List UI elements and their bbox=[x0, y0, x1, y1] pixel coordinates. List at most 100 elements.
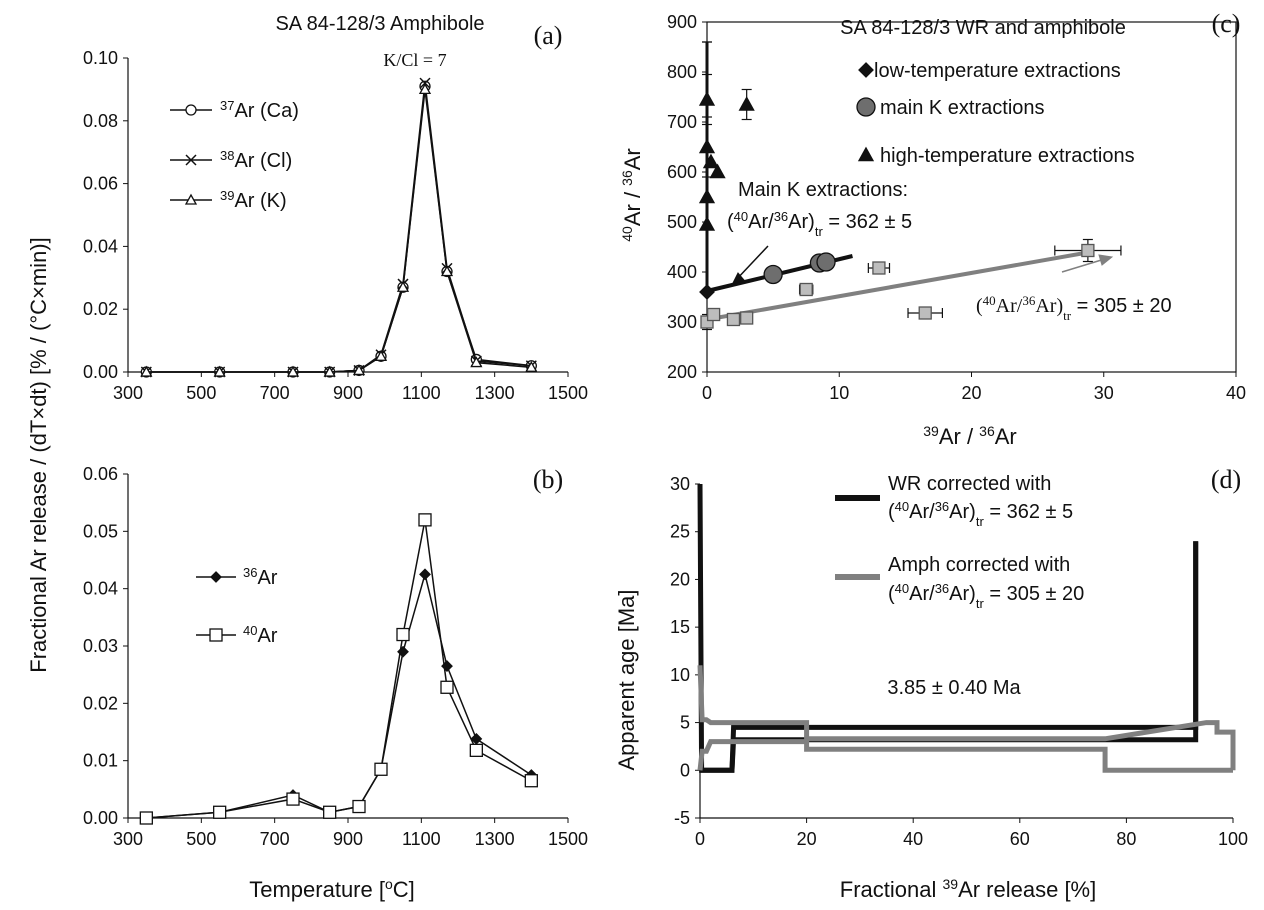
legend-marker-diamond bbox=[858, 62, 874, 78]
panel-a-label: (a) bbox=[534, 21, 563, 50]
series-line-circle bbox=[146, 86, 532, 373]
data-point-square bbox=[440, 680, 454, 694]
legend-label: 40Ar bbox=[243, 623, 278, 648]
fit-line-2 bbox=[706, 250, 1091, 322]
panel-c-legend: low-temperature extractions main K extrac… bbox=[856, 60, 1135, 167]
panel-c-xlabel: 39Ar / 36Ar bbox=[923, 423, 1017, 449]
x-tick-label: 300 bbox=[113, 383, 143, 403]
y-tick-label: 0.06 bbox=[83, 464, 118, 484]
data-point-square bbox=[213, 805, 227, 819]
panel-c: SA 84-128/3 WR and amphibole (c) 0 10 20 30… bbox=[619, 9, 1246, 449]
data-point-square bbox=[799, 282, 813, 297]
legend-amph-line2: (40Ar/36Ar)tr = 305 ± 20 bbox=[888, 581, 1084, 611]
x-tick-label: 20 bbox=[961, 383, 981, 403]
x-tick-label: 30 bbox=[1094, 383, 1114, 403]
y-tick-label: 0 bbox=[680, 760, 690, 780]
y-tick-label: 20 bbox=[670, 569, 690, 589]
data-point-triangle bbox=[440, 265, 454, 277]
x-tick-label: 500 bbox=[186, 829, 216, 849]
cross-stroke bbox=[185, 154, 197, 166]
legend-label: low-temperature extractions bbox=[874, 60, 1121, 82]
amph-age-upper bbox=[697, 665, 1236, 771]
panel-b-plot bbox=[139, 513, 538, 825]
panel-a: SA 84-128/3 Amphibole (a) K/Cl = 7 300 50… bbox=[83, 13, 588, 403]
x-tick-label: 900 bbox=[333, 383, 363, 403]
panel-a-plot bbox=[140, 77, 538, 378]
data-point-triangle bbox=[698, 188, 716, 204]
y-tick-label: 0.03 bbox=[83, 636, 118, 656]
legend-marker-triangle bbox=[184, 193, 198, 205]
data-point-square bbox=[374, 762, 388, 776]
data-point-triangle bbox=[738, 96, 755, 111]
y-tick-label: 0.05 bbox=[83, 521, 118, 541]
arrow-head-fit2 bbox=[1098, 254, 1114, 266]
legend-label: 39Ar (K) bbox=[220, 188, 287, 213]
y-tick-label: 400 bbox=[667, 262, 697, 282]
data-point-diamond bbox=[419, 568, 431, 581]
data-point-square bbox=[524, 774, 538, 788]
data-point-square bbox=[726, 312, 741, 327]
data-point-triangle bbox=[140, 365, 153, 377]
legend-marker-diamond bbox=[210, 571, 222, 583]
panel-b-label: (b) bbox=[533, 465, 563, 494]
legend-marker-circle bbox=[856, 97, 876, 117]
panel-b: (b) 300 500 700 900 1100 1300 1500 0.00 0.01 0.02… bbox=[83, 464, 588, 902]
data-point-triangle bbox=[418, 83, 432, 95]
panel-c-axes: 0 10 20 30 40 200 300 400 500 600 700 800 900 bbox=[667, 12, 1246, 403]
panel-d-xlabel: Fractional 39Ar release [%] bbox=[840, 876, 1096, 902]
y-tick-label: 700 bbox=[667, 112, 697, 132]
data-point-triangle bbox=[702, 153, 720, 169]
x-tick-label: 40 bbox=[903, 829, 923, 849]
legend-wr-line2: (40Ar/36Ar)tr = 362 ± 5 bbox=[888, 499, 1073, 529]
data-point-triangle bbox=[698, 138, 716, 154]
data-point-triangle bbox=[470, 356, 483, 368]
fit2-label-line2: (40Ar/36Ar)tr = 305 ± 20 bbox=[976, 293, 1172, 323]
data-point-square bbox=[396, 627, 410, 642]
x-tick-label: 0 bbox=[702, 383, 712, 403]
x-tick-label: 0 bbox=[695, 829, 705, 849]
y-tick-label: 0.02 bbox=[83, 693, 118, 713]
panel-d-ylabel: Apparent age [Ma] bbox=[614, 589, 639, 770]
y-tick-label: 5 bbox=[680, 713, 690, 733]
fit1-label-line2: (40Ar/36Ar)tr = 362 ± 5 bbox=[727, 209, 912, 239]
x-tick-label: 1500 bbox=[548, 829, 588, 849]
y-tick-label: 0.02 bbox=[83, 299, 118, 319]
series-line-diamond bbox=[146, 571, 532, 819]
series-line-triangle bbox=[146, 89, 532, 373]
x-tick-label: 1500 bbox=[548, 383, 588, 403]
series-line-square bbox=[146, 519, 532, 819]
legend-marker-square bbox=[209, 628, 223, 642]
panel-a-legend: 37Ar (Ca) 38Ar (Cl) 39Ar (K) bbox=[170, 98, 299, 213]
y-tick-label: 15 bbox=[670, 617, 690, 637]
data-point-square bbox=[706, 307, 721, 322]
y-tick-label: 800 bbox=[667, 62, 697, 82]
data-point-triangle bbox=[323, 365, 336, 377]
data-point-triangle bbox=[396, 280, 410, 292]
legend-label: high-temperature extractions bbox=[880, 145, 1135, 167]
y-tick-label: 500 bbox=[667, 212, 697, 232]
series-line-cross bbox=[146, 83, 532, 373]
y-tick-label: 0.06 bbox=[83, 174, 118, 194]
data-point-square bbox=[1081, 243, 1095, 258]
data-point-square bbox=[872, 261, 886, 275]
y-tick-label: 0.10 bbox=[83, 48, 118, 68]
panel-d-label: (d) bbox=[1211, 465, 1241, 494]
y-tick-label: 0.04 bbox=[83, 579, 118, 599]
data-point-triangle bbox=[352, 364, 366, 376]
y-tick-label: 200 bbox=[667, 362, 697, 382]
x-tick-label: 1100 bbox=[402, 829, 441, 849]
x-tick-label: 500 bbox=[186, 383, 216, 403]
panel-a-axes: 300 500 700 900 1100 1300 1500 0.00 0.02 0.04 0.06… bbox=[83, 48, 588, 403]
data-point-diamond bbox=[699, 284, 715, 300]
y-tick-label: 10 bbox=[670, 665, 690, 685]
panel-c-title: SA 84-128/3 WR and amphibole bbox=[840, 17, 1126, 39]
data-point-square bbox=[139, 811, 153, 825]
x-tick-label: 900 bbox=[333, 829, 363, 849]
x-tick-label: 20 bbox=[797, 829, 817, 849]
x-tick-label: 300 bbox=[113, 829, 143, 849]
panel-c-ylabel: 40Ar / 36Ar bbox=[619, 148, 645, 242]
data-point-triangle bbox=[698, 216, 716, 231]
y-tick-label: -5 bbox=[674, 808, 690, 828]
data-point-square bbox=[918, 306, 932, 320]
